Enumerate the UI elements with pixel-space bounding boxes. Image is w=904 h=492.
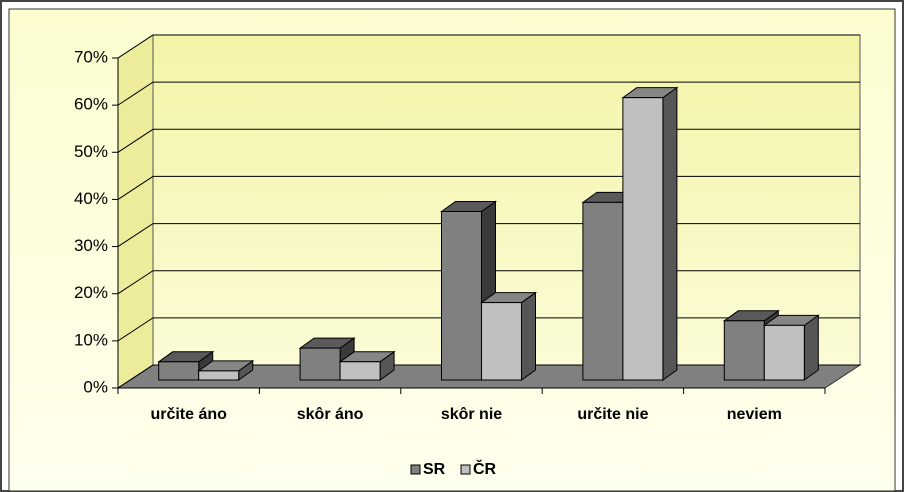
bar-front — [622, 97, 664, 381]
bar-front — [763, 324, 805, 381]
bar-front — [441, 211, 482, 381]
bar — [479, 291, 538, 381]
y-tick-label: 10% — [74, 330, 108, 349]
y-tick-label: 70% — [74, 47, 108, 66]
bar-front — [158, 361, 200, 381]
y-tick-label: 20% — [74, 283, 108, 302]
bar — [338, 350, 396, 381]
x-tick-label: určite áno — [150, 406, 227, 423]
bar-side — [521, 291, 536, 381]
y-tick-label: 60% — [74, 95, 108, 114]
bar-front — [299, 347, 341, 381]
bar — [197, 359, 255, 381]
bar-front — [723, 320, 765, 381]
y-tick-label: 0% — [83, 377, 108, 396]
y-tick-label: 40% — [74, 189, 108, 208]
legend-label: ČR — [473, 459, 497, 478]
plot: 0% 10% 20% 30% 40% 50% 60% 70% určite áno skôr án… — [74, 34, 862, 423]
bar-side — [803, 314, 819, 381]
bar — [439, 200, 498, 381]
x-tick-label: skôr áno — [297, 406, 364, 423]
grid-line — [117, 81, 860, 106]
y-tick-label: 50% — [74, 142, 108, 161]
bar-front — [582, 201, 624, 381]
grid-line — [117, 34, 860, 59]
y-tick-label: 30% — [74, 236, 108, 255]
x-tick-label: skôr nie — [441, 406, 502, 423]
side-wall — [117, 34, 154, 389]
x-tick-label: neviem — [727, 406, 782, 423]
bar — [762, 314, 820, 381]
legend-swatch — [410, 464, 421, 475]
bar-front — [198, 370, 240, 381]
bar-side — [662, 86, 678, 381]
legend-label: SR — [423, 461, 446, 478]
bar — [621, 86, 679, 381]
x-tick-label: určite nie — [577, 406, 648, 423]
legend-swatch — [460, 464, 471, 475]
bar-front — [339, 361, 381, 381]
bar-front — [481, 302, 522, 381]
